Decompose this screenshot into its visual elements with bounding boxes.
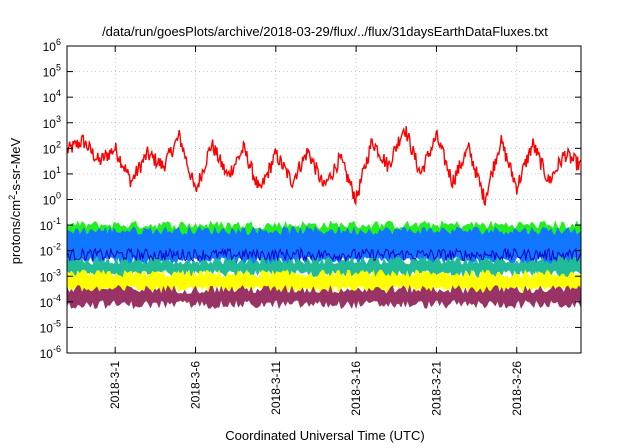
y-axis-label: protons/cm2-s-sr-MeV [7, 137, 23, 264]
y-tick-exponent: -1 [53, 216, 61, 226]
y-tick-label: 10-6 [40, 344, 61, 361]
y-tick-exponent: 5 [56, 63, 61, 73]
y-tick-exponent: 3 [56, 114, 61, 124]
y-tick-exponent: 6 [56, 37, 61, 47]
y-tick-exponent: -2 [53, 242, 61, 252]
flux-line [66, 246, 582, 263]
y-tick-exponent: 4 [56, 88, 61, 98]
y-tick-label: 106 [43, 37, 61, 54]
y-tick-base: 10 [40, 245, 54, 259]
y-tick-label: 104 [43, 88, 61, 105]
x-axis-label: Coordinated Universal Time (UTC) [225, 428, 424, 443]
chart-title: /data/run/goesPlots/archive/2018-03-29/f… [102, 24, 548, 39]
y-label-superscript: 2 [7, 195, 17, 200]
y-tick-base: 10 [43, 142, 57, 156]
y-tick-exponent: 2 [56, 139, 61, 149]
y-tick-exponent: -3 [53, 267, 61, 277]
y-tick-label: 10-2 [40, 242, 61, 259]
y-tick-base: 10 [43, 194, 57, 208]
y-tick-label: 105 [43, 63, 61, 80]
y-tick-exponent: -6 [53, 344, 61, 354]
y-tick-exponent: 1 [56, 165, 61, 175]
x-tick-label: 2018-3-6 [189, 361, 203, 409]
x-tick-label: 2018-3-1 [108, 361, 122, 409]
y-tick-base: 10 [43, 40, 57, 54]
y-tick-exponent: 0 [56, 191, 61, 201]
y-tick-base: 10 [40, 296, 54, 310]
y-tick-label: 103 [43, 114, 61, 131]
y-tick-label: 101 [43, 165, 61, 182]
y-tick-exponent: -4 [53, 293, 61, 303]
flux-bands [66, 220, 582, 310]
y-tick-base: 10 [43, 168, 57, 182]
y-tick-label: 10-5 [40, 318, 61, 335]
y-tick-base: 10 [43, 117, 57, 131]
y-tick-base: 10 [40, 270, 54, 284]
x-tick-label: 2018-3-26 [510, 361, 524, 416]
y-tick-label: 10-3 [40, 267, 61, 284]
x-axis: 2018-3-1 2018-3-6 2018-3-11 2018-3-16 2018-3… [108, 46, 524, 416]
y-axis: 10-610-510-410-310-210-11001011021031041… [40, 37, 581, 361]
y-label-part: -s-sr-MeV [8, 137, 23, 194]
y-tick-label: 10-4 [40, 293, 61, 310]
y-tick-label: 10-1 [40, 216, 61, 233]
y-tick-base: 10 [43, 66, 57, 80]
x-tick-label: 2018-3-21 [429, 361, 443, 416]
y-label-part: protons/cm [8, 200, 23, 264]
y-tick-label: 102 [43, 139, 61, 156]
y-tick-base: 10 [40, 347, 54, 361]
flux-line [66, 126, 582, 207]
y-tick-base: 10 [40, 321, 54, 335]
y-tick-base: 10 [43, 91, 57, 105]
y-tick-base: 10 [40, 219, 54, 233]
y-tick-exponent: -5 [53, 318, 61, 328]
y-tick-label: 100 [43, 191, 61, 208]
x-tick-label: 2018-3-11 [269, 361, 283, 415]
flux-lines [66, 126, 582, 263]
x-tick-label: 2018-3-16 [349, 361, 363, 416]
